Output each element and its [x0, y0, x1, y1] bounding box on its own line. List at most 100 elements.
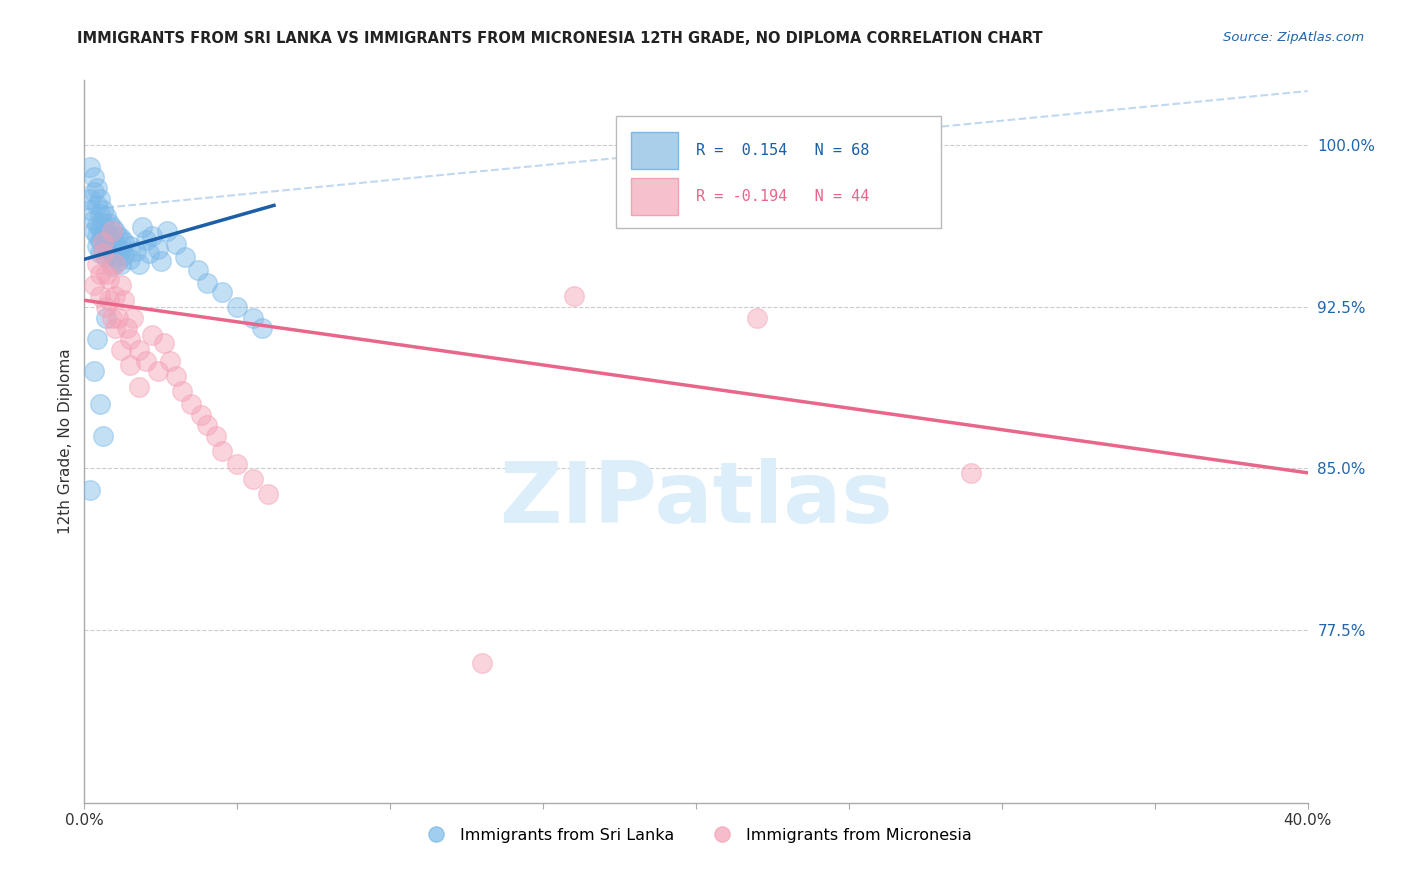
Point — [97, 293, 120, 308]
Point — [747, 310, 769, 325]
Point — [242, 472, 264, 486]
Point — [97, 271, 120, 285]
Point — [120, 252, 142, 267]
Point — [128, 257, 150, 271]
Point — [110, 257, 132, 271]
Point — [107, 228, 129, 243]
Point — [86, 332, 108, 346]
Point — [146, 242, 169, 256]
Point — [89, 289, 111, 303]
Point — [89, 397, 111, 411]
Point — [79, 202, 101, 217]
Point — [141, 327, 163, 342]
Point — [86, 181, 108, 195]
Point — [174, 250, 197, 264]
Point — [91, 245, 114, 260]
Point — [205, 429, 228, 443]
Point — [94, 268, 117, 282]
Point — [125, 244, 148, 258]
Point — [89, 245, 111, 260]
Point — [104, 289, 127, 303]
Point — [89, 192, 111, 206]
Point — [91, 202, 114, 217]
Point — [471, 656, 494, 670]
Point — [112, 248, 135, 262]
Point — [91, 429, 114, 443]
FancyBboxPatch shape — [631, 132, 678, 169]
Point — [89, 207, 111, 221]
Point — [83, 213, 105, 227]
Point — [159, 353, 181, 368]
Point — [120, 239, 142, 253]
Point — [83, 170, 105, 185]
Point — [97, 228, 120, 243]
Point — [180, 397, 202, 411]
Point — [104, 321, 127, 335]
Point — [86, 228, 108, 243]
FancyBboxPatch shape — [616, 116, 941, 228]
Point — [94, 250, 117, 264]
Y-axis label: 12th Grade, No Diploma: 12th Grade, No Diploma — [58, 349, 73, 534]
Point — [226, 457, 249, 471]
Point — [101, 245, 124, 260]
Point — [79, 160, 101, 174]
Text: IMMIGRANTS FROM SRI LANKA VS IMMIGRANTS FROM MICRONESIA 12TH GRADE, NO DIPLOMA C: IMMIGRANTS FROM SRI LANKA VS IMMIGRANTS … — [77, 31, 1043, 46]
Text: Source: ZipAtlas.com: Source: ZipAtlas.com — [1223, 31, 1364, 45]
Point — [128, 379, 150, 393]
Point — [94, 300, 117, 314]
Point — [112, 235, 135, 249]
Point — [250, 321, 273, 335]
Point — [83, 364, 105, 378]
Point — [190, 408, 212, 422]
Point — [122, 310, 145, 325]
Point — [104, 257, 127, 271]
Point — [86, 239, 108, 253]
Point — [141, 228, 163, 243]
Point — [138, 245, 160, 260]
Point — [120, 332, 142, 346]
Text: R = -0.194   N = 44: R = -0.194 N = 44 — [696, 189, 869, 204]
Point — [107, 310, 129, 325]
Point — [135, 353, 157, 368]
Point — [149, 254, 172, 268]
Legend: Immigrants from Sri Lanka, Immigrants from Micronesia: Immigrants from Sri Lanka, Immigrants fr… — [413, 822, 979, 849]
Point — [94, 310, 117, 325]
Point — [83, 278, 105, 293]
Point — [242, 310, 264, 325]
Point — [83, 186, 105, 200]
Point — [89, 219, 111, 234]
Point — [112, 293, 135, 308]
Point — [211, 285, 233, 299]
Point — [120, 358, 142, 372]
Point — [110, 343, 132, 357]
Point — [960, 466, 983, 480]
Point — [156, 224, 179, 238]
Point — [186, 263, 208, 277]
Point — [107, 242, 129, 256]
Point — [89, 268, 111, 282]
Point — [89, 233, 111, 247]
Point — [101, 224, 124, 238]
Point — [104, 250, 127, 264]
Point — [128, 343, 150, 357]
Point — [153, 336, 176, 351]
Point — [110, 278, 132, 293]
FancyBboxPatch shape — [631, 178, 678, 215]
Point — [86, 218, 108, 232]
Point — [195, 418, 218, 433]
Point — [107, 254, 129, 268]
Point — [110, 231, 132, 245]
Point — [135, 233, 157, 247]
Point — [104, 237, 127, 252]
Point — [79, 192, 101, 206]
Point — [172, 384, 194, 398]
Point — [226, 300, 249, 314]
Point — [101, 233, 124, 247]
Point — [91, 216, 114, 230]
Point — [146, 364, 169, 378]
Point — [115, 321, 138, 335]
Point — [91, 242, 114, 256]
Point — [101, 219, 124, 234]
Point — [91, 235, 114, 249]
Point — [91, 228, 114, 243]
